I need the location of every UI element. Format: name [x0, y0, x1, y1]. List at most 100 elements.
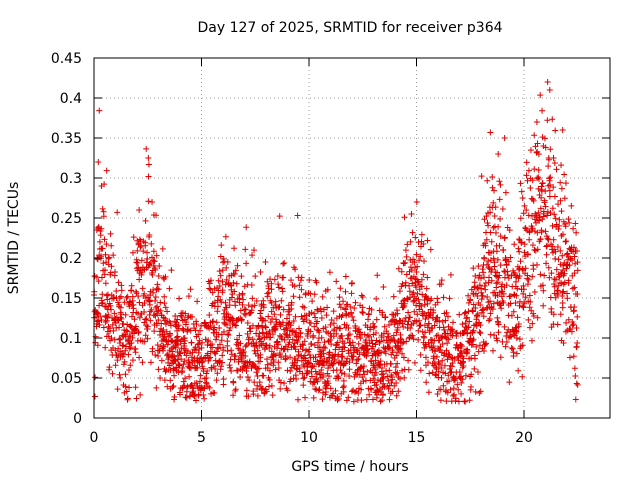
data-point: [562, 223, 569, 230]
data-point: [525, 167, 532, 174]
data-point: [441, 326, 448, 333]
data-point: [393, 379, 400, 386]
data-point: [443, 398, 450, 405]
data-point: [128, 282, 135, 289]
data-point: [135, 328, 142, 335]
data-point: [547, 146, 554, 153]
data-point: [412, 234, 419, 241]
data-point: [489, 347, 496, 354]
data-point: [149, 199, 156, 205]
data-point: [336, 294, 343, 301]
data-point: [514, 314, 521, 321]
data-point: [243, 387, 250, 394]
data-point: [547, 210, 554, 217]
data-point: [569, 257, 576, 264]
data-point: [476, 282, 483, 289]
data-point: [495, 321, 502, 328]
data-point: [127, 298, 134, 305]
data-point: [524, 177, 531, 184]
data-point: [566, 219, 573, 226]
data-point: [213, 348, 220, 355]
data-point: [230, 379, 237, 386]
data-point: [367, 324, 374, 331]
data-point: [463, 315, 470, 322]
data-point: [237, 374, 244, 381]
data-point: [472, 388, 479, 395]
data-point: [278, 297, 285, 304]
data-point: [296, 294, 303, 301]
data-point: [324, 286, 331, 293]
data-point: [145, 198, 152, 205]
data-point: [518, 188, 525, 195]
data-point: [181, 358, 188, 365]
data-point: [103, 167, 110, 174]
data-point: [185, 293, 192, 300]
data-point: [546, 87, 553, 93]
data-point: [513, 350, 520, 357]
data-point: [396, 288, 403, 295]
data-point: [250, 391, 257, 398]
data-point: [239, 349, 246, 356]
data-point: [268, 382, 275, 389]
data-point: [467, 296, 474, 303]
data-point: [339, 354, 346, 361]
data-point: [145, 161, 152, 168]
data-point: [526, 304, 533, 311]
data-point: [544, 117, 551, 124]
data-point: [184, 326, 191, 333]
data-point: [157, 299, 164, 306]
data-point: [568, 328, 575, 335]
data-point: [537, 92, 544, 99]
data-point: [459, 321, 466, 328]
data-point: [116, 371, 123, 378]
data-point: [552, 248, 559, 255]
data-point: [480, 313, 487, 320]
data-point: [214, 308, 221, 315]
data-point: [559, 300, 566, 307]
data-point: [539, 107, 546, 114]
data-point: [245, 302, 252, 309]
data-point: [490, 224, 497, 231]
data-point: [195, 340, 202, 347]
data-point: [156, 263, 163, 270]
data-point: [312, 314, 319, 321]
x-tick-label: 15: [408, 430, 426, 446]
data-point: [389, 349, 396, 356]
data-point: [422, 354, 429, 361]
data-point: [447, 271, 454, 278]
data-point: [470, 301, 477, 308]
data-point: [342, 288, 349, 295]
data-point: [526, 324, 533, 331]
data-point: [555, 256, 562, 263]
data-point: [331, 357, 338, 364]
data-point: [280, 306, 287, 313]
data-point: [152, 297, 159, 304]
data-point: [335, 351, 342, 358]
data-point: [240, 296, 247, 303]
x-axis-label: GPS time / hours: [291, 459, 408, 475]
data-point: [403, 338, 410, 345]
data-point: [193, 380, 200, 387]
data-point: [337, 304, 344, 311]
data-point: [565, 216, 572, 223]
data-point: [332, 387, 339, 394]
data-point: [266, 367, 273, 374]
data-point: [217, 272, 224, 279]
data-point: [198, 344, 205, 351]
data-point: [178, 345, 185, 352]
data-point: [376, 338, 383, 345]
data-point: [205, 355, 212, 362]
data-point: [255, 333, 262, 340]
data-point: [232, 322, 239, 329]
data-point: [537, 235, 544, 242]
data-point: [491, 212, 498, 219]
data-point: [269, 331, 276, 338]
data-points: [91, 79, 581, 421]
data-point: [265, 330, 272, 337]
data-point: [528, 337, 535, 344]
data-point: [405, 357, 412, 364]
data-point: [459, 359, 466, 366]
data-point: [401, 214, 408, 221]
data-point: [480, 269, 487, 276]
data-point: [365, 349, 372, 356]
